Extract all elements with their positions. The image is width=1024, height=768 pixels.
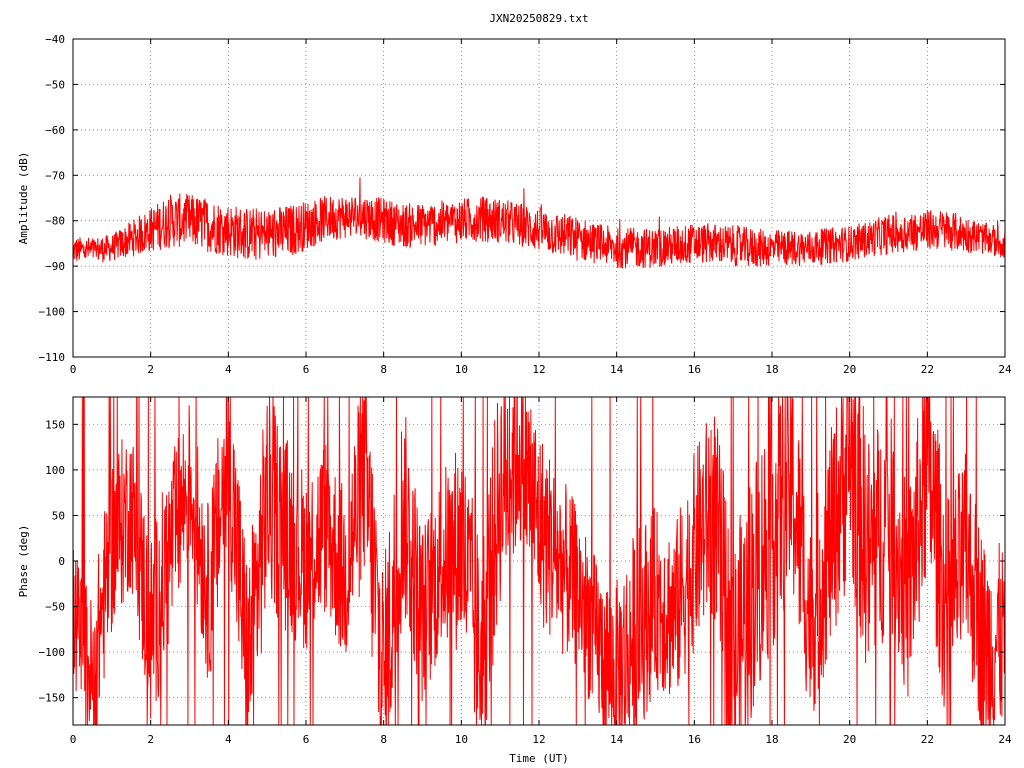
phase-y-tick-label: −50: [45, 601, 65, 614]
phase-x-tick-label: 10: [455, 733, 468, 746]
phase-series: [72, 396, 1006, 726]
phase-x-tick-label: 24: [998, 733, 1012, 746]
amplitude-plot-frame: [72, 38, 1006, 358]
amplitude-y-tick-label: −110: [39, 351, 66, 364]
amplitude-x-tick-label: 20: [843, 363, 856, 376]
amplitude-series: [72, 177, 1006, 269]
phase-y-axis-label: Phase (deg): [17, 525, 30, 598]
phase-x-tick-label: 6: [303, 733, 310, 746]
amplitude-y-axis-label: Amplitude (dB): [17, 152, 30, 245]
amplitude-x-tick-label: 22: [921, 363, 934, 376]
amplitude-panel: 0 2 4 6 8 10 12 14 16 18 20 22 24−40−50−60−70−80−90−…: [17, 33, 1012, 376]
amplitude-x-tick-label: 2: [147, 363, 154, 376]
phase-y-tick-label: 150: [45, 418, 65, 431]
phase-y-tick-label: −100: [39, 646, 66, 659]
phase-x-tick-label: 18: [765, 733, 778, 746]
phase-y-tick-label: 50: [52, 509, 65, 522]
phase-x-tick-label: 2: [147, 733, 154, 746]
amplitude-x-tick-label: 18: [765, 363, 778, 376]
phase-y-tick-label: 100: [45, 464, 65, 477]
phase-ticks: 0 2 4 6 8 10 12 14 16 18 20 22 24150100500−50−100−15…: [39, 397, 1012, 746]
phase-x-tick-label: 8: [380, 733, 387, 746]
phase-panel: 0 2 4 6 8 10 12 14 16 18 20 22 24150100500−50−100−15…: [17, 396, 1012, 765]
amplitude-y-tick-label: −70: [45, 169, 65, 182]
amplitude-x-tick-label: 24: [998, 363, 1012, 376]
phase-x-tick-label: 22: [921, 733, 934, 746]
amplitude-ticks: 0 2 4 6 8 10 12 14 16 18 20 22 24−40−50−60−70−80−90−…: [39, 33, 1012, 376]
phase-x-tick-label: 16: [688, 733, 701, 746]
amplitude-y-tick-label: −40: [45, 33, 65, 46]
amplitude-x-tick-label: 12: [532, 363, 545, 376]
phase-x-tick-label: 20: [843, 733, 856, 746]
amplitude-grid: [73, 39, 1005, 357]
amplitude-y-tick-label: −50: [45, 78, 65, 91]
amplitude-y-tick-label: −100: [39, 306, 66, 319]
phase-x-tick-label: 12: [532, 733, 545, 746]
phase-y-tick-label: 0: [58, 555, 65, 568]
amplitude-x-tick-label: 16: [688, 363, 701, 376]
phase-x-tick-label: 4: [225, 733, 232, 746]
amplitude-y-tick-label: −60: [45, 124, 65, 137]
chart-title: JXN20250829.txt: [489, 12, 588, 25]
phase-y-tick-label: −150: [39, 692, 66, 705]
amplitude-x-tick-label: 6: [303, 363, 310, 376]
amplitude-x-tick-label: 10: [455, 363, 468, 376]
amplitude-y-tick-label: −90: [45, 260, 65, 273]
amplitude-series-line: [72, 177, 1006, 269]
phase-x-axis-label: Time (UT): [509, 752, 569, 765]
phase-series-line: [72, 396, 1006, 726]
amplitude-x-tick-label: 4: [225, 363, 232, 376]
phase-x-tick-label: 14: [610, 733, 624, 746]
amplitude-y-tick-label: −80: [45, 215, 65, 228]
phase-x-tick-label: 0: [70, 733, 77, 746]
amplitude-x-tick-label: 14: [610, 363, 624, 376]
amplitude-x-tick-label: 0: [70, 363, 77, 376]
amplitude-x-tick-label: 8: [380, 363, 387, 376]
